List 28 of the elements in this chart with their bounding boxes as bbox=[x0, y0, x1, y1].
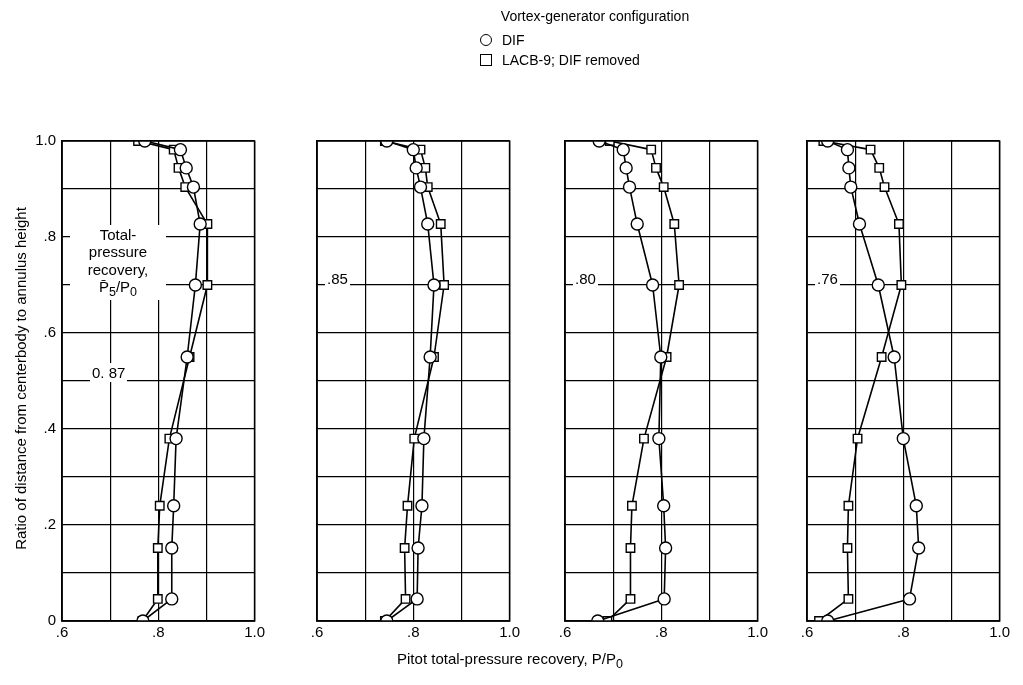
x-tick-label: 1.0 bbox=[244, 623, 265, 641]
annotation: .76 bbox=[815, 269, 840, 289]
y-tick-label: .4 bbox=[43, 419, 56, 437]
x-tick-label: .6 bbox=[310, 623, 324, 641]
x-tick-label: .8 bbox=[407, 623, 420, 641]
x-tick-label: 1.0 bbox=[499, 623, 520, 641]
legend-label: DIF bbox=[502, 32, 525, 48]
x-tick-label: .6 bbox=[558, 623, 572, 641]
y-tick-label: 1.0 bbox=[35, 131, 56, 149]
x-tick-label: .8 bbox=[152, 623, 165, 641]
x-axis-title: Pitot total-pressure recovery, P/P$_{0}$ bbox=[396, 650, 624, 671]
x-tick-label: 1.0 bbox=[747, 623, 768, 641]
legend-label: LACB-9; DIF removed bbox=[502, 52, 640, 68]
annotation: .80 bbox=[573, 269, 598, 289]
x-tick-label: .8 bbox=[655, 623, 668, 641]
y-tick-label: 0 bbox=[47, 611, 56, 629]
annotation: 0. 87 bbox=[90, 363, 128, 383]
x-tick-label: .8 bbox=[897, 623, 910, 641]
x-tick-label: .6 bbox=[800, 623, 814, 641]
y-tick-label: .2 bbox=[43, 515, 56, 533]
annotation: .85 bbox=[325, 269, 350, 289]
legend-title: Vortex-generator configuration bbox=[499, 8, 691, 24]
y-tick-label: .8 bbox=[43, 227, 56, 245]
y-axis-title: Ratio of distance from centerbody to annulus height bbox=[11, 206, 29, 552]
annotation: Total-pressure recovery, P̄$_{5}$/P$_{0}$ bbox=[70, 225, 166, 301]
y-tick-label: .6 bbox=[43, 323, 56, 341]
x-tick-label: 1.0 bbox=[989, 623, 1010, 641]
x-tick-label: .6 bbox=[55, 623, 69, 641]
